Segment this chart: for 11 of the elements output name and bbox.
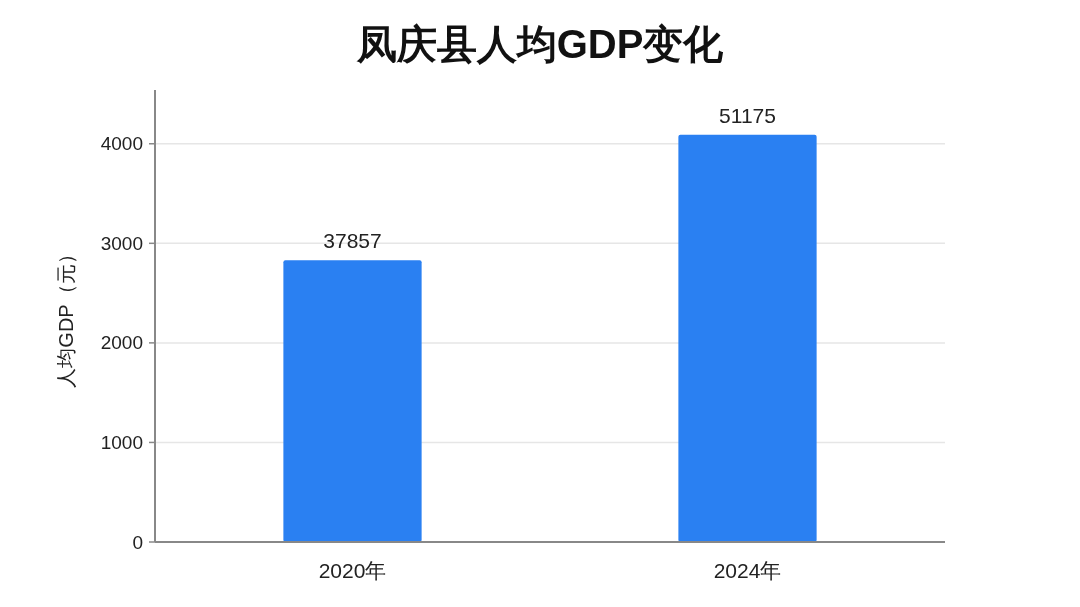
y-axis-title: 人均GDP（元）	[55, 244, 77, 388]
x-tick-label: 2024年	[713, 558, 782, 582]
chart-title: 凤庆县人均GDP变化	[355, 22, 725, 66]
annotation: 51175	[719, 103, 776, 127]
x-tick-label: 2020年	[318, 558, 387, 582]
annotation: 37857	[323, 229, 382, 253]
y-tick-label: 2000	[100, 332, 143, 354]
y-tick-label: 3000	[100, 232, 143, 254]
y-tick-label: 1000	[100, 431, 143, 453]
y-tick-label: 4000	[100, 133, 143, 155]
y-tick-label: 0	[132, 531, 143, 553]
